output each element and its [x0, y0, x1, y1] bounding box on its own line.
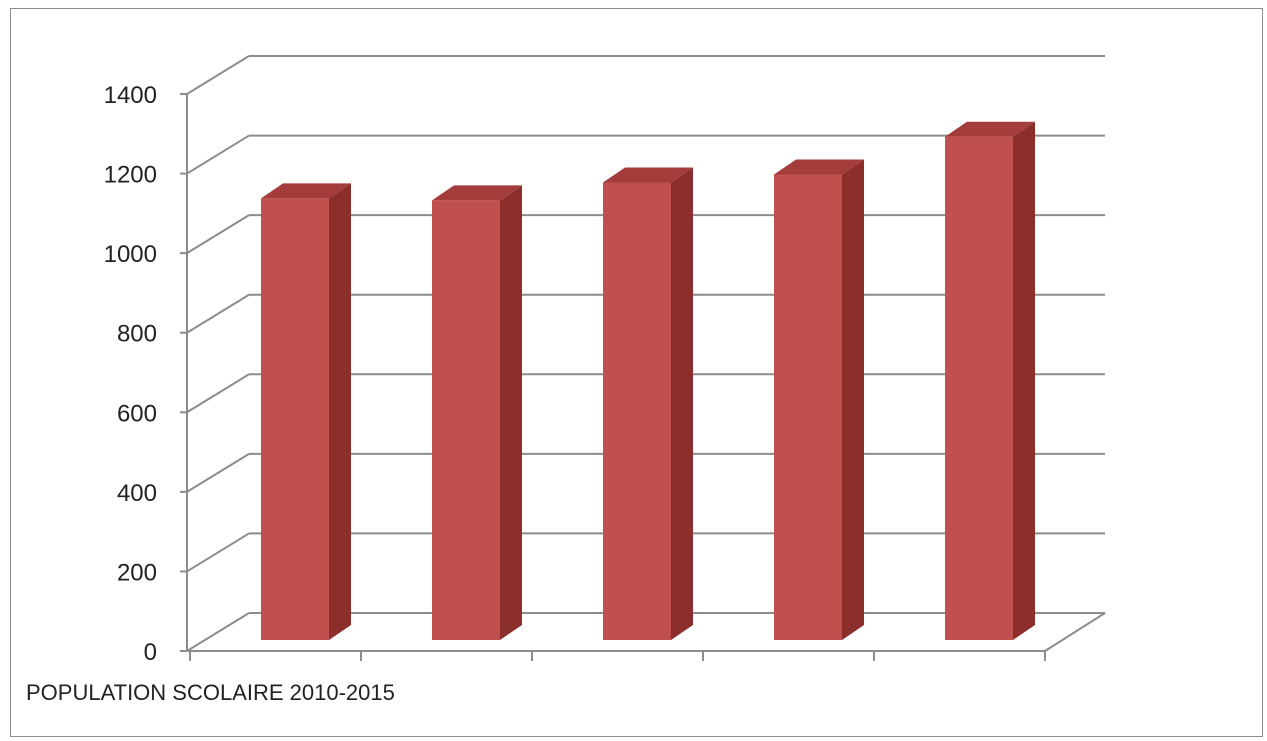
y-tick-label: 200 [117, 559, 157, 586]
gridline-diagonal [186, 373, 250, 414]
bar-top [945, 121, 1035, 137]
bar-front [774, 174, 842, 640]
y-tick-label: 0 [144, 639, 157, 666]
gridline-diagonal [186, 293, 250, 334]
bar-side [842, 159, 864, 640]
bar-front [432, 200, 500, 640]
bar-top [774, 159, 864, 175]
y-tick-label: 1400 [104, 82, 157, 109]
gridline-diagonal [186, 55, 250, 95]
gridline-diagonal [186, 214, 250, 254]
gridline-diagonal [186, 134, 250, 175]
bar-side [671, 167, 693, 640]
gridline-diagonal [186, 532, 250, 573]
bar-front [945, 136, 1013, 641]
bar [261, 183, 351, 640]
y-tick-labels: 0 200 400 600 800 1000 1200 1400 [104, 82, 157, 666]
y-tick-label: 800 [117, 321, 157, 348]
bar-top [261, 183, 351, 199]
bar [774, 159, 864, 640]
y-tick-label: 1000 [104, 241, 157, 268]
bars [261, 121, 1035, 641]
x-axis-label: POPULATION SCOLAIRE 2010-2015 [26, 680, 395, 705]
floor-edge [1044, 612, 1106, 652]
gridline-diagonal [186, 453, 250, 493]
bar-side [329, 183, 351, 640]
bar-top [432, 185, 522, 201]
gridline-diagonal [186, 612, 250, 652]
bar [603, 167, 693, 640]
bar-side [500, 185, 522, 640]
bar [432, 185, 522, 640]
y-tick-label: 400 [117, 480, 157, 507]
y-tick-label: 1200 [104, 162, 157, 189]
bar-front [603, 182, 671, 640]
axes [180, 93, 1046, 661]
bar-side [1013, 121, 1035, 641]
bar-front [261, 198, 329, 640]
bar-top [603, 167, 693, 183]
y-tick-label: 600 [117, 400, 157, 427]
bar [945, 121, 1035, 641]
